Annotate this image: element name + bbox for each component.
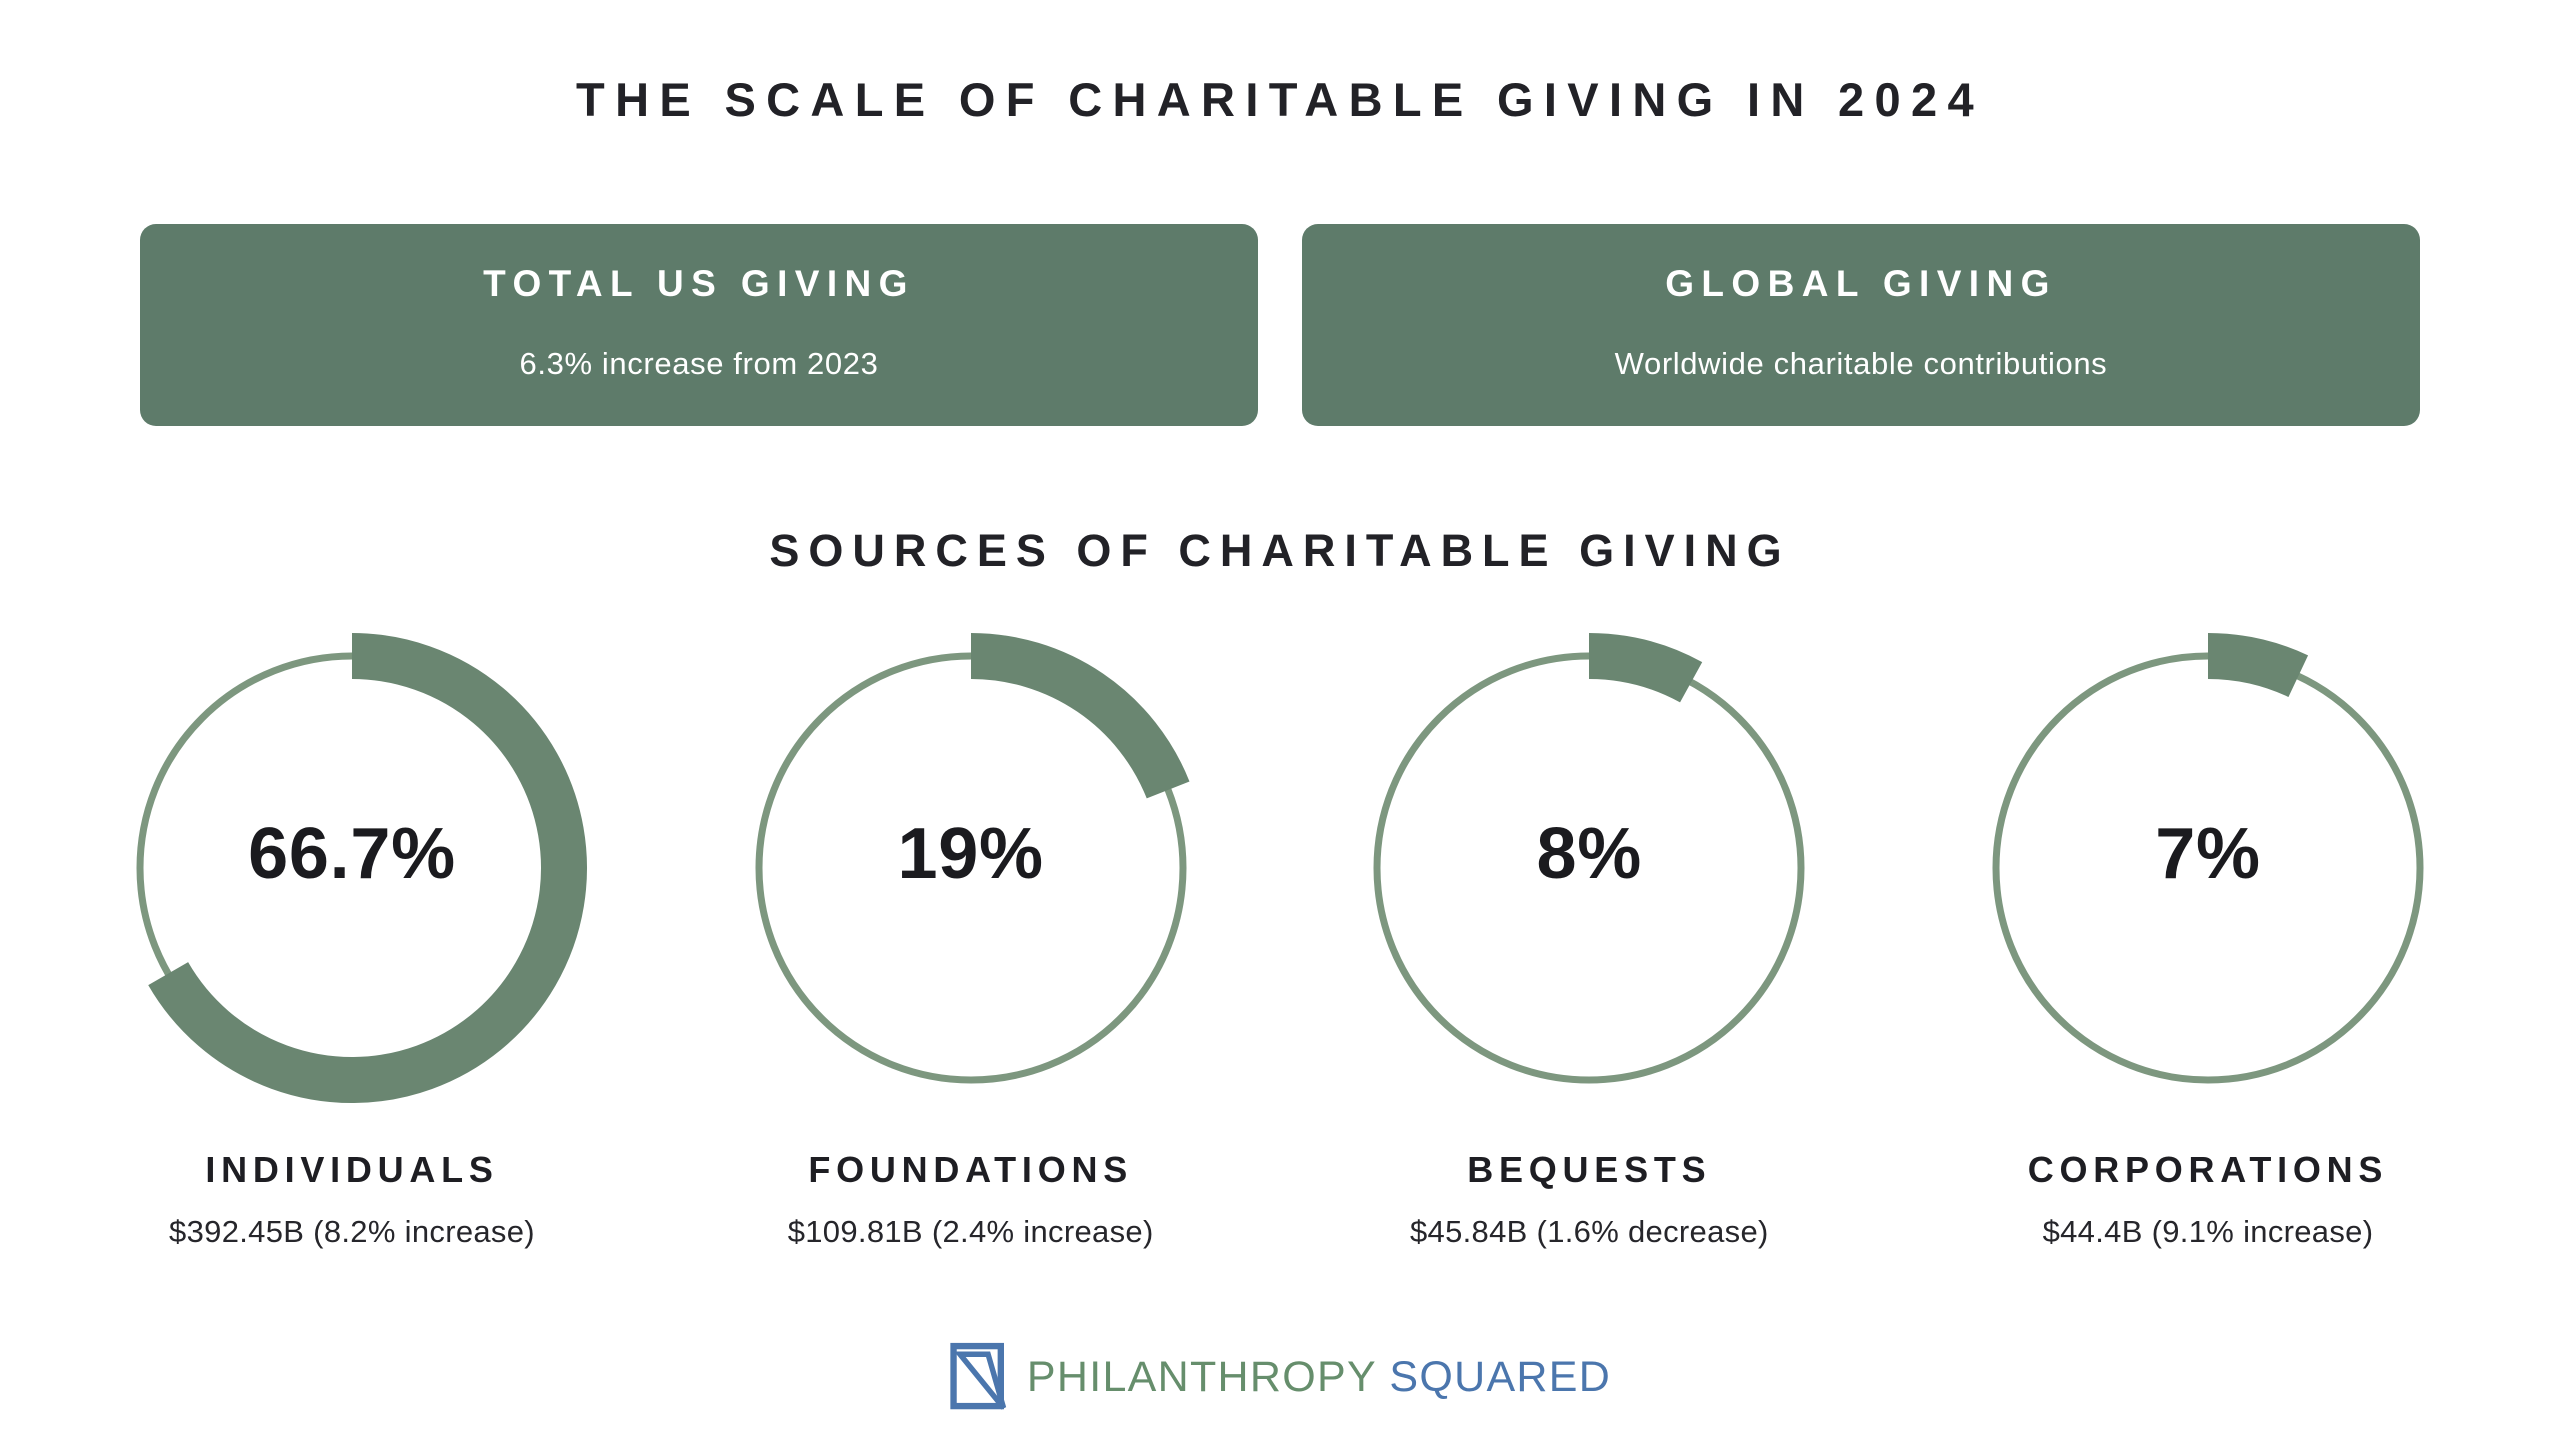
donut-category-label: FOUNDATIONS: [808, 1149, 1133, 1190]
donut-arc: [148, 633, 587, 1103]
donut-category-label: BEQUESTS: [1467, 1149, 1712, 1190]
donut-arc: [970, 633, 1190, 799]
donut-svg: [755, 633, 1190, 1084]
brand-wordmark: PHILANTHROPY SQUARED: [1027, 1353, 1611, 1402]
card-subtitle: 6.3% increase from 2023: [519, 346, 879, 381]
summary-cards-row: TOTAL US GIVING 6.3% increase from 2023 …: [140, 224, 2420, 426]
card-subtitle: Worldwide charitable contributions: [1614, 346, 2108, 381]
summary-card-global-giving: GLOBAL GIVING Worldwide charitable contr…: [1302, 224, 2420, 426]
logo-square: [950, 1342, 1004, 1410]
donut-category-label: CORPORATIONS: [2027, 1149, 2389, 1190]
page-title: THE SCALE OF CHARITABLE GIVING IN 2024: [576, 73, 1984, 126]
brand-footer: PHILANTHROPY SQUARED: [0, 1341, 2560, 1413]
donut-ring-wrap: 66.7%: [112, 628, 592, 1108]
philanthropy-squared-logo-icon: [950, 1342, 1007, 1410]
donut-chart: 66.7% INDIVIDUALS $392.45B (8.2% increas…: [112, 628, 592, 1247]
donut-value-label: $392.45B (8.2% increase): [169, 1214, 535, 1249]
donut-chart: 19% FOUNDATIONS $109.81B (2.4% increase): [731, 628, 1211, 1247]
donut-value-label: $45.84B (1.6% decrease): [1409, 1214, 1769, 1249]
donut-ring-wrap: 8%: [1349, 628, 1829, 1108]
donut-value-label: $109.81B (2.4% increase): [787, 1214, 1154, 1249]
donut-svg: [1373, 633, 1805, 1084]
brand-secondary-text: SQUARED: [1389, 1352, 1612, 1401]
donut-grid: 66.7% INDIVIDUALS $392.45B (8.2% increas…: [112, 628, 2448, 1247]
donut-chart: 7% CORPORATIONS $44.4B (9.1% increase): [1968, 628, 2448, 1247]
donut-arc: [2207, 633, 2309, 698]
donut-ring: [1992, 652, 2424, 1084]
logo-triangle: [954, 1351, 1007, 1410]
card-title: TOTAL US GIVING: [483, 263, 915, 304]
brand-primary-text: PHILANTHROPY: [1026, 1352, 1377, 1401]
card-title: GLOBAL GIVING: [1665, 263, 2057, 304]
donut-chart: 8% BEQUESTS $45.84B (1.6% decrease): [1349, 628, 1829, 1247]
donut-value-label: $44.4B (9.1% increase): [2042, 1214, 2374, 1249]
donut-ring: [1373, 652, 1805, 1084]
donut-ring-wrap: 19%: [731, 628, 1211, 1108]
donut-svg: [1992, 633, 2424, 1084]
donut-ring-wrap: 7%: [1968, 628, 2448, 1108]
donut-svg: [136, 633, 587, 1103]
donut-arc: [1588, 633, 1703, 703]
donut-category-label: INDIVIDUALS: [205, 1149, 499, 1190]
summary-card-total-us-giving: TOTAL US GIVING 6.3% increase from 2023: [140, 224, 1258, 426]
section-title: SOURCES OF CHARITABLE GIVING: [769, 525, 1791, 576]
